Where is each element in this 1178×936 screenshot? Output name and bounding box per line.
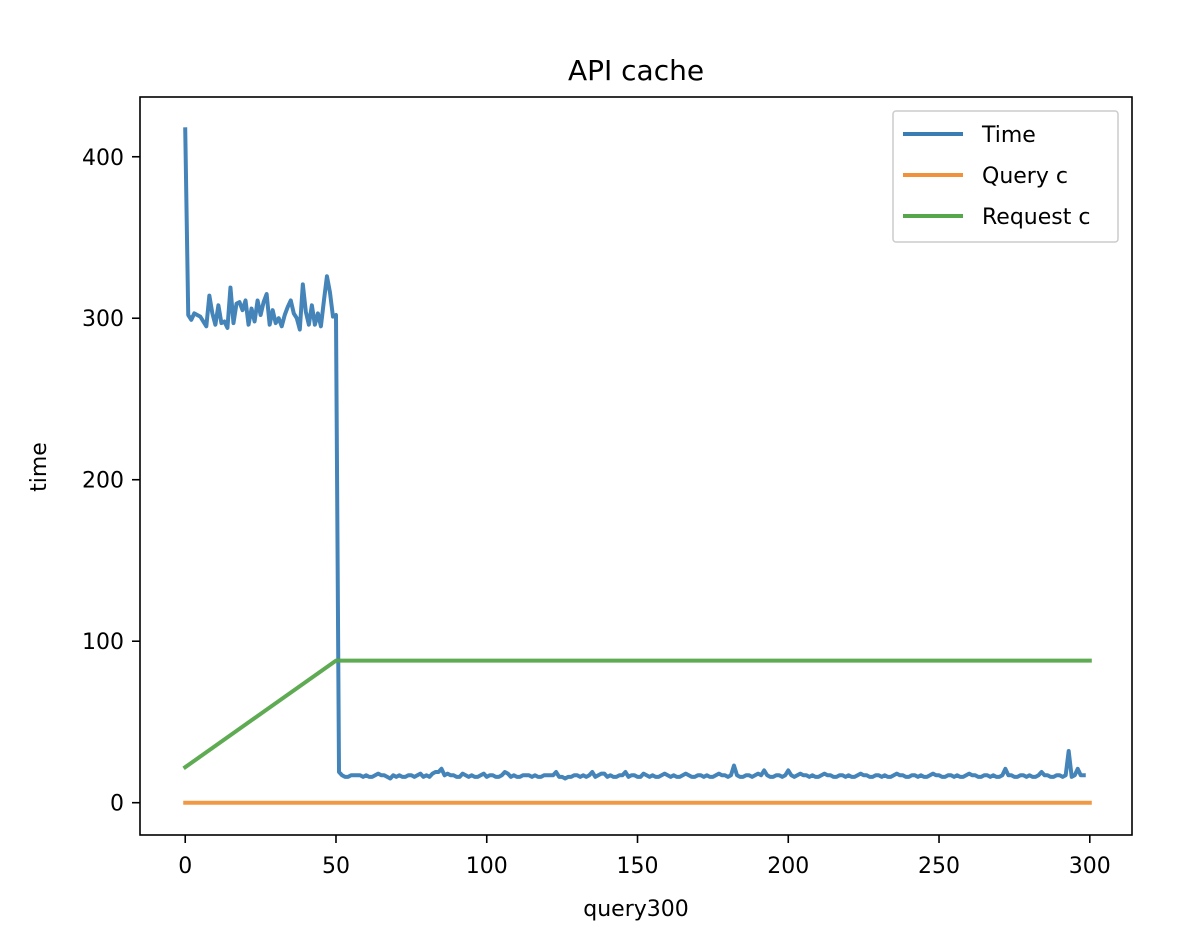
series-layer — [182, 127, 1092, 805]
x-tick-label: 50 — [322, 854, 350, 879]
y-tick-label: 300 — [82, 307, 124, 332]
series-line-time — [183, 127, 1086, 781]
ticks-layer: 0 50 100 150 200 250 300 0 100 200 300 400 — [82, 146, 1111, 879]
series-line-request-c — [182, 658, 1092, 770]
legend-label: Query c — [982, 164, 1068, 189]
legend: Time Query c Request c — [892, 110, 1119, 243]
y-tick-label: 400 — [82, 146, 124, 171]
x-tick-label: 100 — [466, 854, 508, 879]
x-tick-label: 150 — [617, 854, 659, 879]
y-axis-label: time — [27, 442, 52, 492]
plot-area-frame — [139, 96, 1133, 836]
legend-label: Time — [981, 123, 1036, 148]
x-tick-label: 250 — [918, 854, 960, 879]
y-axis-label-group: time — [27, 442, 52, 492]
y-tick-label: 100 — [82, 630, 124, 655]
x-tick-label: 200 — [767, 854, 809, 879]
x-tick-label: 300 — [1069, 854, 1111, 879]
x-tick-label: 0 — [178, 854, 192, 879]
chart-title: API cache — [568, 54, 704, 87]
y-tick-label: 0 — [110, 792, 124, 817]
legend-label: Request c — [982, 205, 1090, 230]
legend-frame — [892, 110, 1119, 243]
x-axis-label: query300 — [583, 897, 689, 922]
y-tick-label: 200 — [82, 469, 124, 494]
